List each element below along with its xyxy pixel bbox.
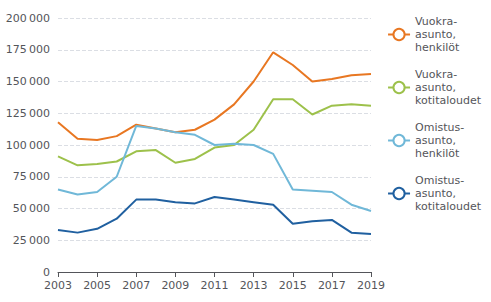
svg-text:2019: 2019	[357, 279, 385, 292]
svg-text:0: 0	[43, 266, 50, 279]
svg-text:100 000: 100 000	[6, 139, 50, 152]
svg-text:2005: 2005	[83, 279, 111, 292]
svg-text:asunto,: asunto,	[415, 134, 456, 147]
svg-text:2007: 2007	[122, 279, 150, 292]
svg-text:asunto,: asunto,	[415, 187, 456, 200]
svg-text:200 000: 200 000	[6, 12, 50, 25]
svg-text:2013: 2013	[240, 279, 268, 292]
svg-text:2017: 2017	[318, 279, 346, 292]
svg-text:asunto,: asunto,	[415, 81, 456, 94]
svg-text:2015: 2015	[279, 279, 307, 292]
svg-text:75 000: 75 000	[13, 170, 50, 183]
svg-text:henkilöt: henkilöt	[415, 41, 460, 54]
svg-text:Omistus-: Omistus-	[415, 121, 464, 134]
svg-text:Vuokra-: Vuokra-	[415, 68, 457, 81]
svg-text:Omistus-: Omistus-	[415, 174, 464, 187]
svg-text:asunto,: asunto,	[415, 28, 456, 41]
svg-text:2011: 2011	[201, 279, 229, 292]
svg-text:125 000: 125 000	[6, 107, 50, 120]
svg-text:henkilöt: henkilöt	[415, 147, 460, 160]
svg-text:2009: 2009	[161, 279, 189, 292]
svg-text:2003: 2003	[44, 279, 72, 292]
svg-text:50 000: 50 000	[13, 202, 50, 215]
svg-text:175 000: 175 000	[6, 43, 50, 56]
svg-text:kotitaloudet: kotitaloudet	[415, 200, 482, 213]
svg-text:150 000: 150 000	[6, 75, 50, 88]
svg-text:Vuokra-: Vuokra-	[415, 15, 457, 28]
svg-text:25 000: 25 000	[13, 234, 50, 247]
svg-text:kotitaloudet: kotitaloudet	[415, 94, 482, 107]
